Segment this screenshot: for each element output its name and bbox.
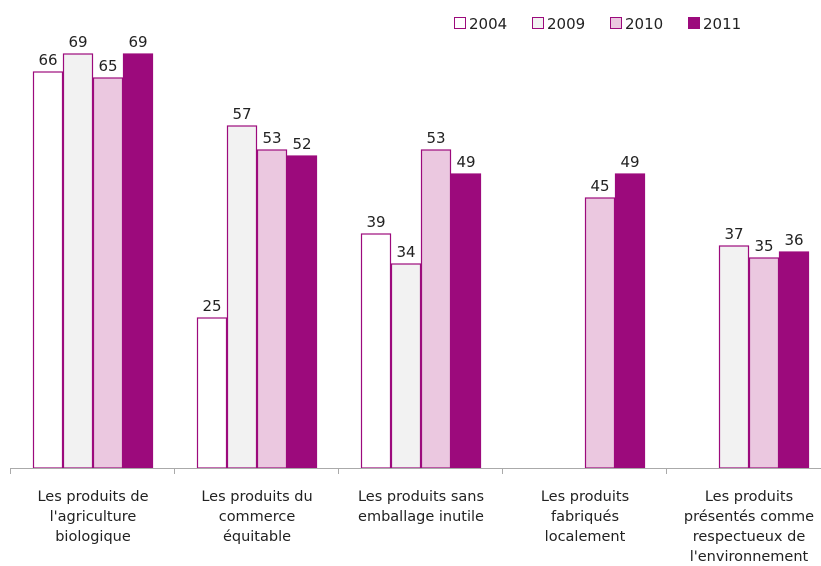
legend-label-2004: 2004 xyxy=(469,15,507,33)
legend-swatch-2010 xyxy=(610,17,622,29)
bar-2011-cat-1 xyxy=(122,53,154,469)
value-label-2010-cat-4: 45 xyxy=(590,177,609,195)
value-label-2004-cat-1: 66 xyxy=(38,51,57,69)
bar-2010-cat-3 xyxy=(420,149,452,469)
category-label-2: Les produits du commerce équitable xyxy=(201,489,312,545)
value-label-2009-cat-1: 69 xyxy=(68,33,87,51)
bar-2009-cat-5 xyxy=(718,245,750,469)
legend-item-2011: 2011 xyxy=(688,15,741,33)
bar-2010-cat-2 xyxy=(256,149,288,469)
category-labels: Les produits de l'agriculture biologique Le… xyxy=(37,489,814,565)
value-label-2009-cat-5: 37 xyxy=(724,225,743,243)
value-label-2010-cat-5: 35 xyxy=(754,237,773,255)
value-label-2004-cat-2: 25 xyxy=(202,297,221,315)
legend-swatch-2011 xyxy=(688,17,700,29)
x-axis-ticks xyxy=(10,468,667,474)
value-label-2010-cat-1: 65 xyxy=(98,57,117,75)
value-label-2011-cat-5: 36 xyxy=(784,231,803,249)
category-label-5: Les produits présentés comme respectueux d… xyxy=(684,489,814,565)
bar-2009-cat-2 xyxy=(226,125,258,469)
value-label-2009-cat-2: 57 xyxy=(232,105,251,123)
category-label-4: Les produits fabriqués localement xyxy=(541,489,629,545)
value-label-2011-cat-2: 52 xyxy=(292,135,311,153)
bar-2010-cat-1 xyxy=(92,77,124,469)
category-label-3: Les produits sans emballage inutile xyxy=(358,489,484,525)
bar-2011-cat-4 xyxy=(614,173,646,469)
bar-2010-cat-5 xyxy=(748,257,780,469)
value-label-2011-cat-3: 49 xyxy=(456,153,475,171)
value-label-2004-cat-3: 39 xyxy=(366,213,385,231)
legend-swatch-2004 xyxy=(454,17,466,29)
bar-2010-cat-4 xyxy=(584,197,616,469)
category-label-1: Les produits de l'agriculture biologique xyxy=(37,489,148,545)
bar-2009-cat-1 xyxy=(62,53,94,469)
legend-swatch-2009 xyxy=(532,17,544,29)
bar-2011-cat-5 xyxy=(778,251,810,469)
bar-2004-cat-3 xyxy=(360,233,392,469)
value-labels-layer: 66 69 65 69 25 57 53 52 39 34 53 49 45 49 37 35 36 xyxy=(38,33,803,315)
bars-layer xyxy=(32,53,810,469)
value-label-2010-cat-2: 53 xyxy=(262,129,281,147)
legend: 2004 2009 2010 2011 xyxy=(454,15,741,33)
bar-2004-cat-1 xyxy=(32,71,64,469)
value-label-2011-cat-1: 69 xyxy=(128,33,147,51)
bar-2009-cat-3 xyxy=(390,263,422,469)
bar-2011-cat-3 xyxy=(450,173,482,469)
bar-2011-cat-2 xyxy=(286,155,318,469)
legend-label-2009: 2009 xyxy=(547,15,585,33)
legend-item-2009: 2009 xyxy=(532,15,585,33)
bar-2004-cat-2 xyxy=(196,317,228,469)
value-label-2010-cat-3: 53 xyxy=(426,129,445,147)
value-label-2011-cat-4: 49 xyxy=(620,153,639,171)
value-label-2009-cat-3: 34 xyxy=(396,243,415,261)
legend-item-2010: 2010 xyxy=(610,15,663,33)
legend-label-2011: 2011 xyxy=(703,15,741,33)
legend-item-2004: 2004 xyxy=(454,15,507,33)
legend-label-2010: 2010 xyxy=(625,15,663,33)
